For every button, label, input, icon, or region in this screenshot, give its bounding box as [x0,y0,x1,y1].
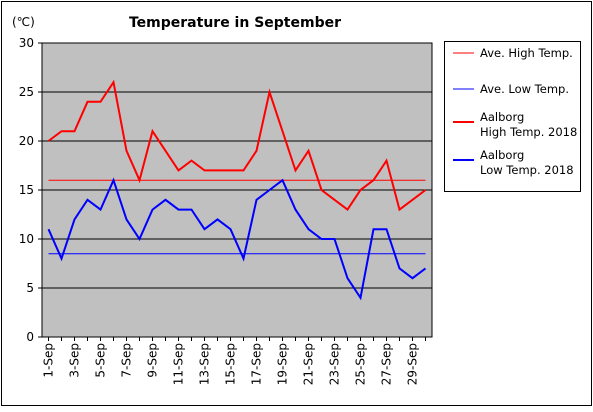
x-tick-label: 1-Sep [42,343,56,378]
x-tick-label: 15-Sep [224,343,238,385]
y-tick-label: 25 [19,85,34,99]
x-tick-label: 13-Sep [198,343,212,385]
legend: Ave. High Temp.Ave. Low Temp.AalborgHigh… [453,46,577,177]
series-group [47,79,427,301]
y-unit-label: (℃) [12,15,35,29]
x-tick-label: 21-Sep [302,343,316,385]
legend-box [444,41,581,192]
legend-label: High Temp. 2018 [480,125,577,139]
chart-title: Temperature in September [129,15,341,31]
x-axis-ticks: 1-Sep 3-Sep 5-Sep 7-Sep 9-Sep 11-Sep 13-Sep 15-… [42,337,426,385]
y-tick-label: 30 [19,36,34,50]
x-tick-label: 29-Sep [406,343,420,385]
y-tick-label: 0 [26,330,34,344]
y-tick-label: 20 [19,134,34,148]
x-tick-label: 23-Sep [328,343,342,385]
y-tick-label: 10 [19,232,34,246]
x-tick-label: 9-Sep [146,343,160,378]
x-tick-label: 5-Sep [94,343,108,378]
x-tick-label: 27-Sep [380,343,394,385]
legend-label: Aalborg [480,148,524,162]
series-line-3 [47,79,427,212]
y-axis-ticks: 0 5 10 15 20 25 30 [19,36,42,344]
series-line-4 [47,177,427,301]
x-tick-label: 25-Sep [354,343,368,385]
legend-label: Ave. Low Temp. [480,82,569,96]
x-tick-label: 3-Sep [68,343,82,378]
x-tick-label: 17-Sep [250,343,264,385]
x-tick-label: 19-Sep [276,343,290,385]
legend-label: Ave. High Temp. [480,46,573,60]
x-tick-label: 7-Sep [120,343,134,378]
x-tick-label: 11-Sep [172,343,186,385]
y-tick-label: 5 [26,281,34,295]
y-tick-label: 15 [19,183,34,197]
legend-label: Aalborg [480,110,524,124]
legend-label: Low Temp. 2018 [480,163,574,177]
